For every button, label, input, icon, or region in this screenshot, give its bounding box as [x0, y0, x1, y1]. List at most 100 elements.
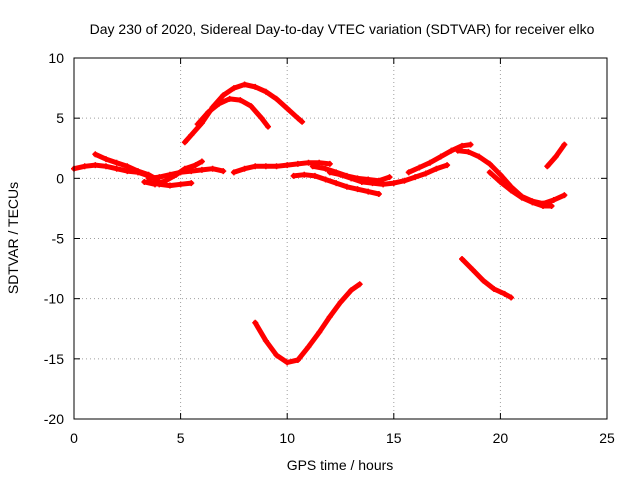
data-point — [294, 115, 301, 122]
data-point — [230, 169, 237, 176]
data-point — [273, 95, 280, 102]
data-point — [508, 187, 515, 194]
data-point — [401, 177, 408, 184]
data-point — [188, 180, 195, 187]
series-arc-9 — [326, 162, 451, 188]
data-point — [205, 109, 212, 116]
data-series — [71, 81, 568, 366]
series-arc-13 — [544, 141, 568, 170]
data-point — [348, 175, 355, 182]
data-point — [337, 299, 344, 306]
series-arc-16 — [252, 281, 363, 366]
data-point — [390, 180, 397, 187]
data-point — [486, 169, 493, 176]
data-point — [561, 141, 568, 148]
data-point — [92, 151, 99, 158]
data-point — [252, 319, 259, 326]
data-point — [305, 159, 312, 166]
data-point — [309, 163, 316, 170]
data-point — [188, 168, 195, 175]
data-point — [166, 182, 173, 189]
data-point — [454, 147, 461, 154]
data-point — [241, 165, 248, 172]
y-tick-label: -5 — [52, 231, 65, 247]
ticks: 0 5 10 15 20 25 -20 -15 -10 -5 0 5 10 — [44, 50, 615, 446]
data-point — [467, 141, 474, 148]
series-line — [327, 162, 450, 187]
data-point — [299, 118, 306, 125]
data-point — [326, 313, 333, 320]
data-point — [369, 180, 376, 187]
data-point — [544, 163, 551, 170]
data-point — [262, 337, 269, 344]
data-point — [322, 165, 329, 172]
series-line — [252, 281, 363, 365]
x-tick-label: 10 — [279, 430, 295, 446]
series-arc-5 — [145, 165, 227, 182]
data-point — [290, 172, 297, 179]
data-point — [497, 178, 504, 185]
data-point — [348, 287, 355, 294]
x-tick-label: 25 — [599, 430, 615, 446]
series-line — [459, 256, 514, 300]
y-axis-label: SDTVAR / TECUs — [5, 182, 21, 294]
data-point — [518, 194, 525, 201]
data-point — [326, 160, 333, 167]
data-point — [405, 169, 412, 176]
series-arc-6 — [230, 159, 333, 176]
data-point — [386, 174, 393, 181]
data-point — [252, 163, 259, 170]
data-point — [237, 97, 244, 104]
data-point — [365, 188, 372, 195]
data-point — [198, 158, 205, 165]
data-point — [258, 115, 265, 122]
y-tick-label: 10 — [48, 50, 64, 66]
data-point — [476, 153, 483, 160]
data-point — [92, 162, 99, 169]
data-point — [113, 165, 120, 172]
data-point — [294, 160, 301, 167]
data-point — [181, 139, 188, 146]
data-point — [102, 156, 109, 163]
data-point — [311, 172, 318, 179]
data-point — [241, 81, 248, 88]
data-point — [262, 163, 269, 170]
data-point — [465, 148, 472, 155]
data-point — [273, 163, 280, 170]
data-point — [358, 178, 365, 185]
data-point — [343, 183, 350, 190]
data-point — [177, 169, 184, 176]
data-point — [337, 171, 344, 178]
data-point — [194, 121, 201, 128]
data-point — [444, 162, 451, 169]
series-line — [195, 96, 271, 130]
data-point — [437, 153, 444, 160]
data-point — [422, 170, 429, 177]
y-tick-label: 5 — [56, 110, 64, 126]
data-point — [316, 159, 323, 166]
data-point — [333, 180, 340, 187]
data-point — [124, 163, 131, 170]
data-point — [188, 132, 195, 139]
data-point — [305, 343, 312, 350]
data-point — [412, 174, 419, 181]
data-point — [252, 83, 259, 90]
data-point — [550, 196, 557, 203]
series-arc-10 — [405, 141, 474, 176]
series-arc-14 — [181, 81, 306, 146]
data-point — [552, 153, 559, 160]
data-point — [156, 181, 163, 188]
data-point — [156, 174, 163, 181]
series-line — [231, 160, 333, 175]
series-arc-15 — [194, 95, 272, 130]
data-point — [209, 165, 216, 172]
data-point — [433, 165, 440, 172]
data-point — [145, 175, 152, 182]
series-arc-12 — [486, 169, 555, 210]
data-point — [316, 329, 323, 336]
data-point — [548, 203, 555, 210]
data-point — [427, 159, 434, 166]
data-point — [273, 352, 280, 359]
data-point — [284, 105, 291, 112]
